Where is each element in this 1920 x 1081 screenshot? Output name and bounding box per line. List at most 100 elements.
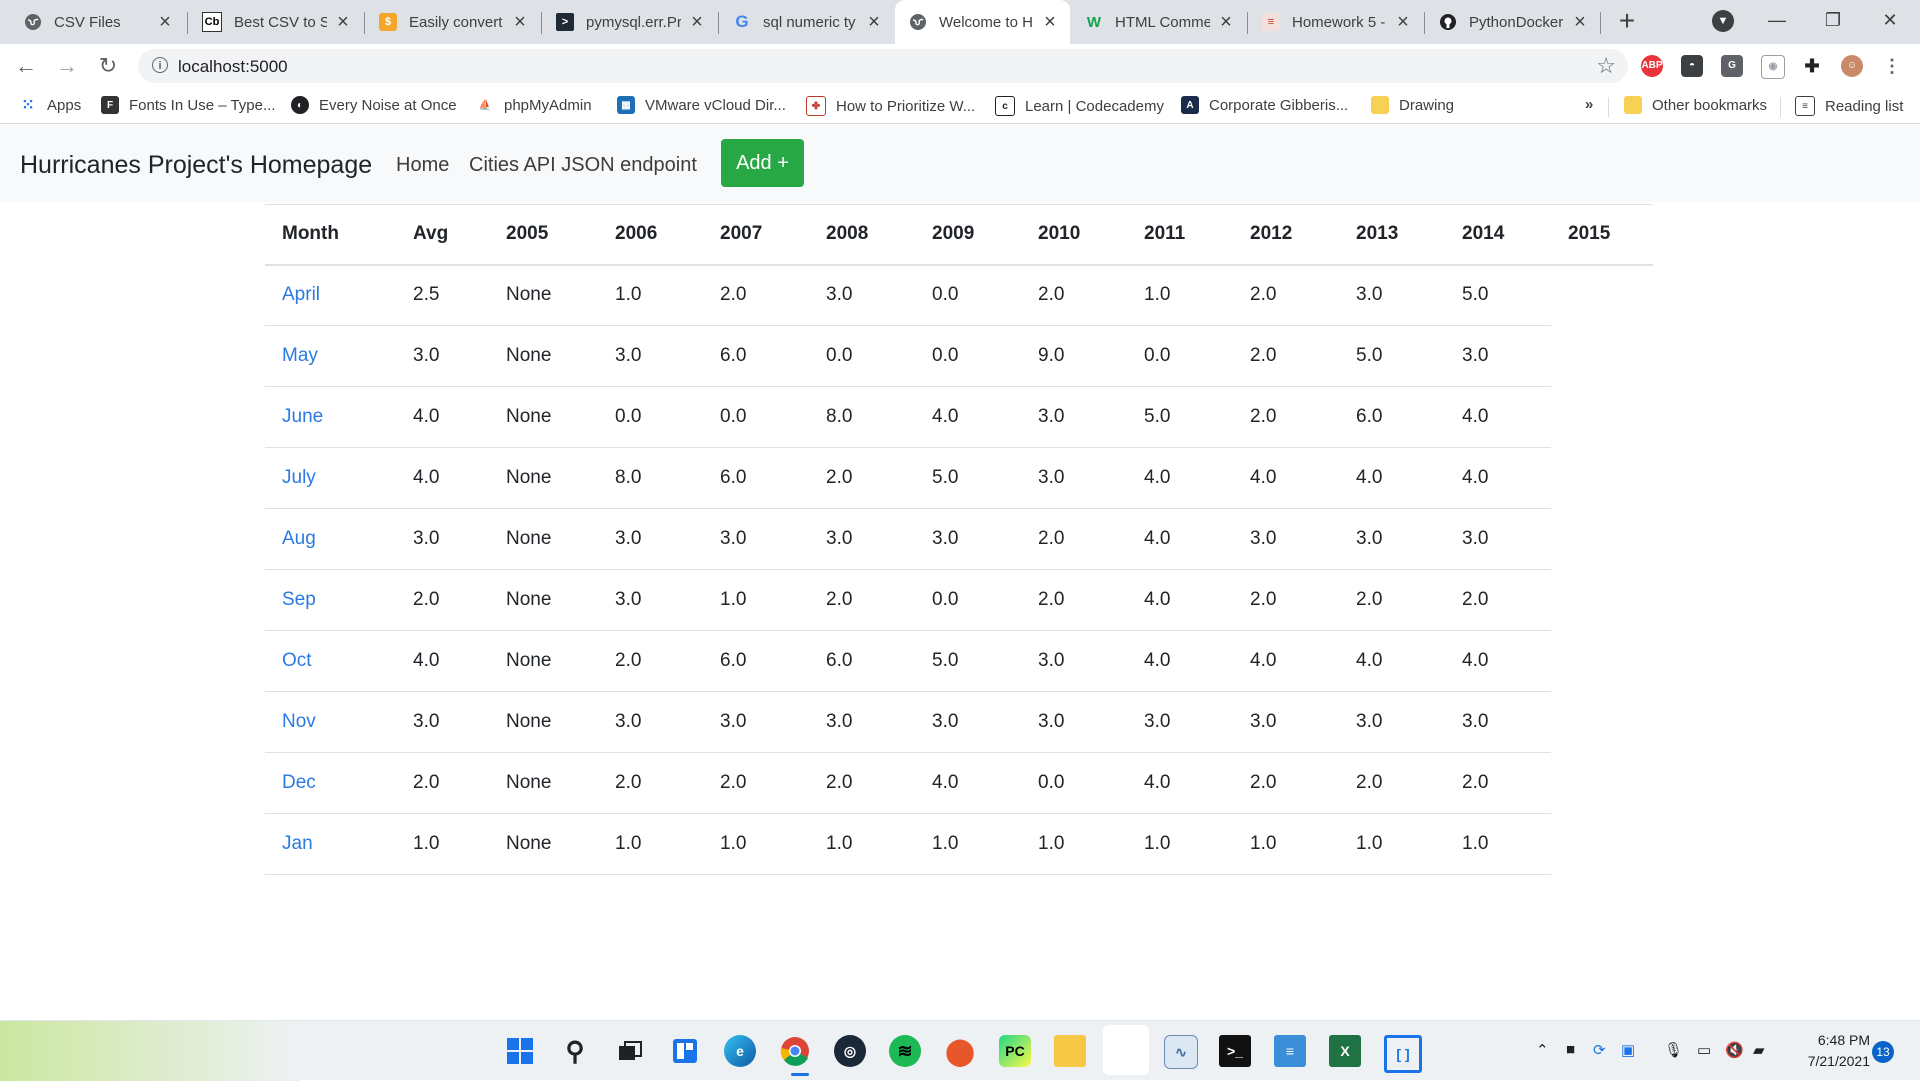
info-icon[interactable]: i xyxy=(152,57,168,73)
close-window-button[interactable]: ✕ xyxy=(1882,10,1898,30)
close-icon[interactable]: × xyxy=(159,10,171,33)
volume-muted-icon[interactable]: 🔇 xyxy=(1725,1042,1744,1059)
month-link[interactable]: May xyxy=(282,345,318,366)
month-link[interactable]: Sep xyxy=(282,589,316,610)
a-icon: A xyxy=(1181,96,1199,114)
url-text[interactable]: localhost:5000 xyxy=(178,57,288,76)
tray-box-icon[interactable]: ▣ xyxy=(1621,1042,1636,1059)
month-link[interactable]: July xyxy=(282,467,316,488)
steam-icon[interactable]: ◎ xyxy=(834,1035,866,1067)
bookmark-fonts-in-use[interactable]: F Fonts In Use – Type... xyxy=(101,96,275,114)
tray-app-icon[interactable]: ■ xyxy=(1566,1041,1576,1058)
battery-icon[interactable]: ▰ xyxy=(1753,1042,1765,1059)
profile-avatar[interactable]: ☺ xyxy=(1841,55,1863,77)
new-tab-button[interactable]: + xyxy=(1618,5,1636,36)
tab-html-comment[interactable]: W HTML Comme × xyxy=(1071,0,1246,44)
month-link[interactable]: Nov xyxy=(282,711,316,732)
tab-sql-numeric[interactable]: G sql numeric ty × xyxy=(719,0,894,44)
tab-best-csv[interactable]: Cb Best CSV to SC × xyxy=(188,0,363,44)
close-icon[interactable]: × xyxy=(514,10,526,33)
puzzle-extensions-icon[interactable]: ✚ xyxy=(1801,55,1823,77)
adblock-plus-icon[interactable]: ABP xyxy=(1641,55,1663,77)
close-icon[interactable]: × xyxy=(337,10,349,33)
table-cell: 6.0 xyxy=(809,630,915,692)
tab-title: CSV Files xyxy=(54,13,121,31)
navbar-brand[interactable]: Hurricanes Project's Homepage xyxy=(20,151,373,179)
bookmarks-overflow-button[interactable]: » xyxy=(1585,96,1594,113)
month-link[interactable]: Aug xyxy=(282,528,316,549)
search-icon[interactable]: ⚲ xyxy=(565,1035,585,1066)
blank-app-icon[interactable] xyxy=(1103,1025,1149,1075)
month-link[interactable]: April xyxy=(282,284,321,306)
excel-icon[interactable]: X xyxy=(1329,1035,1361,1067)
add-button[interactable]: Add + xyxy=(721,139,804,187)
address-bar[interactable]: i localhost:5000 ☆ xyxy=(138,49,1628,83)
close-icon[interactable]: × xyxy=(868,10,880,33)
minimize-button[interactable]: — xyxy=(1768,10,1786,30)
pycharm-icon[interactable]: PC xyxy=(999,1035,1031,1067)
task-view-icon[interactable] xyxy=(614,1035,646,1067)
notepad-icon[interactable]: ≡ xyxy=(1274,1035,1306,1067)
table-cell: 1.0 xyxy=(703,569,809,631)
extension-icon[interactable]: G xyxy=(1721,55,1743,77)
close-icon[interactable]: × xyxy=(1044,10,1056,33)
nav-link-cities-api[interactable]: Cities API JSON endpoint xyxy=(469,154,697,176)
tab-python-docker[interactable]: PythonDocker × xyxy=(1425,0,1600,44)
tray-chevron-icon[interactable]: ⌃ xyxy=(1536,1042,1549,1059)
month-link[interactable]: Jan xyxy=(282,833,313,854)
incognito-extension-icon[interactable]: ◓ xyxy=(1681,55,1703,77)
bracket-app-icon[interactable]: [ ] xyxy=(1384,1035,1422,1073)
widgets-icon[interactable] xyxy=(669,1035,701,1067)
chrome-icon[interactable] xyxy=(779,1035,811,1067)
microphone-icon[interactable]: 🎙 xyxy=(1664,1042,1684,1059)
tab-separator xyxy=(187,12,188,34)
clock[interactable]: 6:48 PM 7/21/2021 xyxy=(1790,1030,1870,1072)
sync-icon[interactable]: ⟳ xyxy=(1593,1042,1606,1059)
tab-easily-convert[interactable]: $ Easily convert × xyxy=(365,0,540,44)
tab-csv-files[interactable]: CSV Files × xyxy=(10,0,185,44)
bookmark-other-bookmarks[interactable]: Other bookmarks xyxy=(1624,96,1767,114)
spotify-icon[interactable]: ≋ xyxy=(889,1035,921,1067)
close-icon[interactable]: × xyxy=(1397,10,1409,33)
close-icon[interactable]: × xyxy=(1220,10,1232,33)
network-icon[interactable]: ▭ xyxy=(1697,1042,1712,1059)
tab-homework[interactable]: ≡ Homework 5 - × xyxy=(1248,0,1423,44)
close-icon[interactable]: × xyxy=(1574,10,1586,33)
bookmark-every-noise[interactable]: ◐ Every Noise at Once xyxy=(291,96,457,114)
bookmark-apps[interactable]: ⁙ Apps xyxy=(19,96,81,115)
forward-arrow-icon[interactable]: → xyxy=(56,53,78,78)
back-arrow-icon[interactable]: ← xyxy=(15,53,37,78)
restore-button[interactable]: ❐ xyxy=(1824,10,1842,30)
bookmark-drawing[interactable]: Drawing xyxy=(1371,96,1454,114)
month-link[interactable]: Oct xyxy=(282,650,312,671)
month-link[interactable]: Dec xyxy=(282,772,316,793)
bookmark-how-to-prioritize[interactable]: ✤ How to Prioritize W... xyxy=(806,96,975,116)
reading-list-label: Reading list xyxy=(1825,97,1904,115)
bookmark-codecademy[interactable]: c Learn | Codecademy xyxy=(995,96,1164,116)
tab-pymysql[interactable]: > pymysql.err.Pr × xyxy=(542,0,717,44)
camera-icon[interactable]: ◉ xyxy=(1761,55,1785,79)
bookmark-label: VMware vCloud Dir... xyxy=(645,96,786,114)
file-explorer-icon[interactable] xyxy=(1054,1035,1086,1067)
nav-link-home[interactable]: Home xyxy=(396,154,450,176)
edge-icon[interactable]: e xyxy=(724,1035,756,1067)
terminal-icon[interactable]: >_ xyxy=(1219,1035,1251,1067)
reload-icon[interactable]: ↻ xyxy=(98,53,118,78)
bookmark-phpmyadmin[interactable]: ⛵ phpMyAdmin xyxy=(476,96,592,114)
table-row: July 4.0 None 8.0 6.0 2.0 5.0 3.0 4.0 4.0 4.0 4.0 xyxy=(265,447,1653,509)
bookmark-corporate-gibberish[interactable]: A Corporate Gibberis... xyxy=(1181,96,1348,114)
menu-kebab-icon[interactable]: ⋮ xyxy=(1881,55,1903,77)
windows-start-icon[interactable] xyxy=(504,1035,536,1067)
close-icon[interactable]: × xyxy=(691,10,703,33)
tab-welcome-active[interactable]: Welcome to H × xyxy=(895,0,1070,44)
table-cell: 4.0 xyxy=(1233,630,1339,692)
reading-list-button[interactable]: ≡ Reading list xyxy=(1795,96,1903,116)
table-cell: 4.0 xyxy=(915,752,1021,814)
performance-monitor-icon[interactable]: ∿ xyxy=(1164,1035,1198,1069)
maps-icon[interactable]: ⬤ xyxy=(945,1035,975,1066)
bookmark-star-icon[interactable]: ☆ xyxy=(1596,53,1616,78)
bookmark-vmware[interactable]: ▦ VMware vCloud Dir... xyxy=(617,96,786,114)
month-link[interactable]: June xyxy=(282,406,324,427)
tab-search-icon[interactable]: ▼ xyxy=(1712,10,1734,32)
notification-badge[interactable]: 13 xyxy=(1872,1041,1894,1063)
